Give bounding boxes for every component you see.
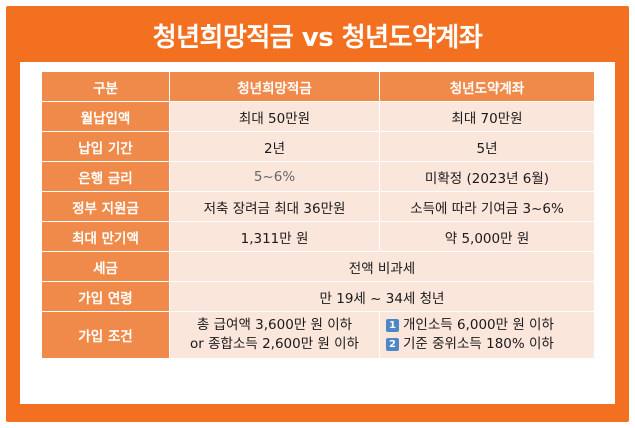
condition-b-item1-text: 개인소득 6,000만 원 이하 [403,317,554,333]
row-label: 가입 연령 [41,281,170,312]
header-col-a: 청년희망적금 [169,71,380,102]
table-row: 최대 만기액 1,311만 원 약 5,000만 원 [41,221,595,252]
table-row: 은행 금리 5~6% 미확정 (2023년 6월) [41,161,595,192]
row-merged-value: 만 19세 ~ 34세 청년 [169,281,595,312]
row-value-b: 최대 70만원 [379,101,595,132]
page-title: 청년희망적금 vs 청년도약계좌 [152,22,483,53]
condition-a-line2: or 종합소득 2,600만 원 이하 [190,336,359,352]
row-label: 납입 기간 [41,131,170,162]
row-label: 최대 만기액 [41,221,170,252]
comparison-table: 구분 청년희망적금 청년도약계좌 월납입액 최대 50만원 최대 70만원 납입… [41,71,595,359]
row-value-a: 5~6% [169,161,380,192]
row-label: 가입 조건 [41,311,170,359]
conditions-col-a: 총 급여액 3,600만 원 이하 or 종합소득 2,600만 원 이하 [169,311,380,359]
row-value-a: 저축 장려금 최대 36만원 [169,191,380,222]
number-2-icon: 2 [386,338,399,351]
table-panel: 똑똑소비생활 구분 청년희망적금 청년도약계좌 월납입액 최대 50만원 최대 … [20,62,615,404]
row-label: 세금 [41,251,170,282]
header-col-b: 청년도약계좌 [379,71,595,102]
row-label: 월납입액 [41,101,170,132]
table-header-row: 구분 청년희망적금 청년도약계좌 [41,71,595,102]
condition-b-item2-text: 기준 중위소득 180% 이하 [403,336,554,352]
table-row: 월납입액 최대 50만원 최대 70만원 [41,101,595,132]
number-1-icon: 1 [386,319,399,332]
row-merged-value: 전액 비과세 [169,251,595,282]
table-row: 세금 전액 비과세 [41,251,595,282]
row-value-a: 1,311만 원 [169,221,380,252]
condition-b-item2: 2 기준 중위소득 180% 이하 [386,335,594,354]
row-value-a: 2년 [169,131,380,162]
table-row: 정부 지원금 저축 장려금 최대 36만원 소득에 따라 기여금 3~6% [41,191,595,222]
row-value-b: 소득에 따라 기여금 3~6% [379,191,595,222]
header-label-cell: 구분 [41,71,170,102]
condition-b-item1: 1 개인소득 6,000만 원 이하 [386,316,594,335]
table-row: 가입 연령 만 19세 ~ 34세 청년 [41,281,595,312]
row-value-b: 미확정 (2023년 6월) [379,161,595,192]
row-label: 정부 지원금 [41,191,170,222]
table-row: 납입 기간 2년 5년 [41,131,595,162]
row-value-b: 5년 [379,131,595,162]
row-label: 은행 금리 [41,161,170,192]
row-value-a: 최대 50만원 [169,101,380,132]
conditions-col-b: 1 개인소득 6,000만 원 이하 2 기준 중위소득 180% 이하 [379,311,595,359]
condition-a-line1: 총 급여액 3,600만 원 이하 [196,317,353,333]
row-value-b: 약 5,000만 원 [379,221,595,252]
orange-frame: 청년희망적금 vs 청년도약계좌 똑똑소비생활 구분 청년희망적금 청년도약계좌… [6,6,629,422]
table-row-conditions: 가입 조건 총 급여액 3,600만 원 이하 or 종합소득 2,600만 원… [41,311,595,359]
